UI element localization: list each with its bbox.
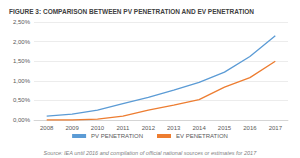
svg-text:1,50%: 1,50% — [13, 58, 31, 64]
svg-text:2011: 2011 — [116, 125, 130, 131]
svg-text:FIGURE 3: COMPARISON BETWEEN P: FIGURE 3: COMPARISON BETWEEN PV PENETRAT… — [9, 8, 254, 15]
svg-text:2010: 2010 — [91, 125, 105, 131]
svg-text:2012: 2012 — [142, 125, 156, 131]
svg-text:0,50%: 0,50% — [13, 97, 31, 103]
svg-text:Source: IEA until 2016 and com: Source: IEA until 2016 and compilation o… — [44, 150, 258, 156]
svg-text:2009: 2009 — [65, 125, 79, 131]
svg-text:1,00%: 1,00% — [13, 78, 31, 84]
svg-text:2016: 2016 — [243, 125, 257, 131]
svg-text:2017: 2017 — [269, 125, 283, 131]
svg-text:2015: 2015 — [218, 125, 232, 131]
svg-text:2013: 2013 — [167, 125, 181, 131]
svg-text:EV PENETRATION: EV PENETRATION — [176, 133, 228, 139]
svg-text:2,00%: 2,00% — [13, 39, 31, 45]
svg-text:2,50%: 2,50% — [13, 19, 31, 25]
svg-text:PV PENETRATION: PV PENETRATION — [91, 133, 143, 139]
svg-text:2014: 2014 — [192, 125, 206, 131]
svg-text:2008: 2008 — [40, 125, 54, 131]
svg-text:0,00%: 0,00% — [13, 117, 31, 123]
